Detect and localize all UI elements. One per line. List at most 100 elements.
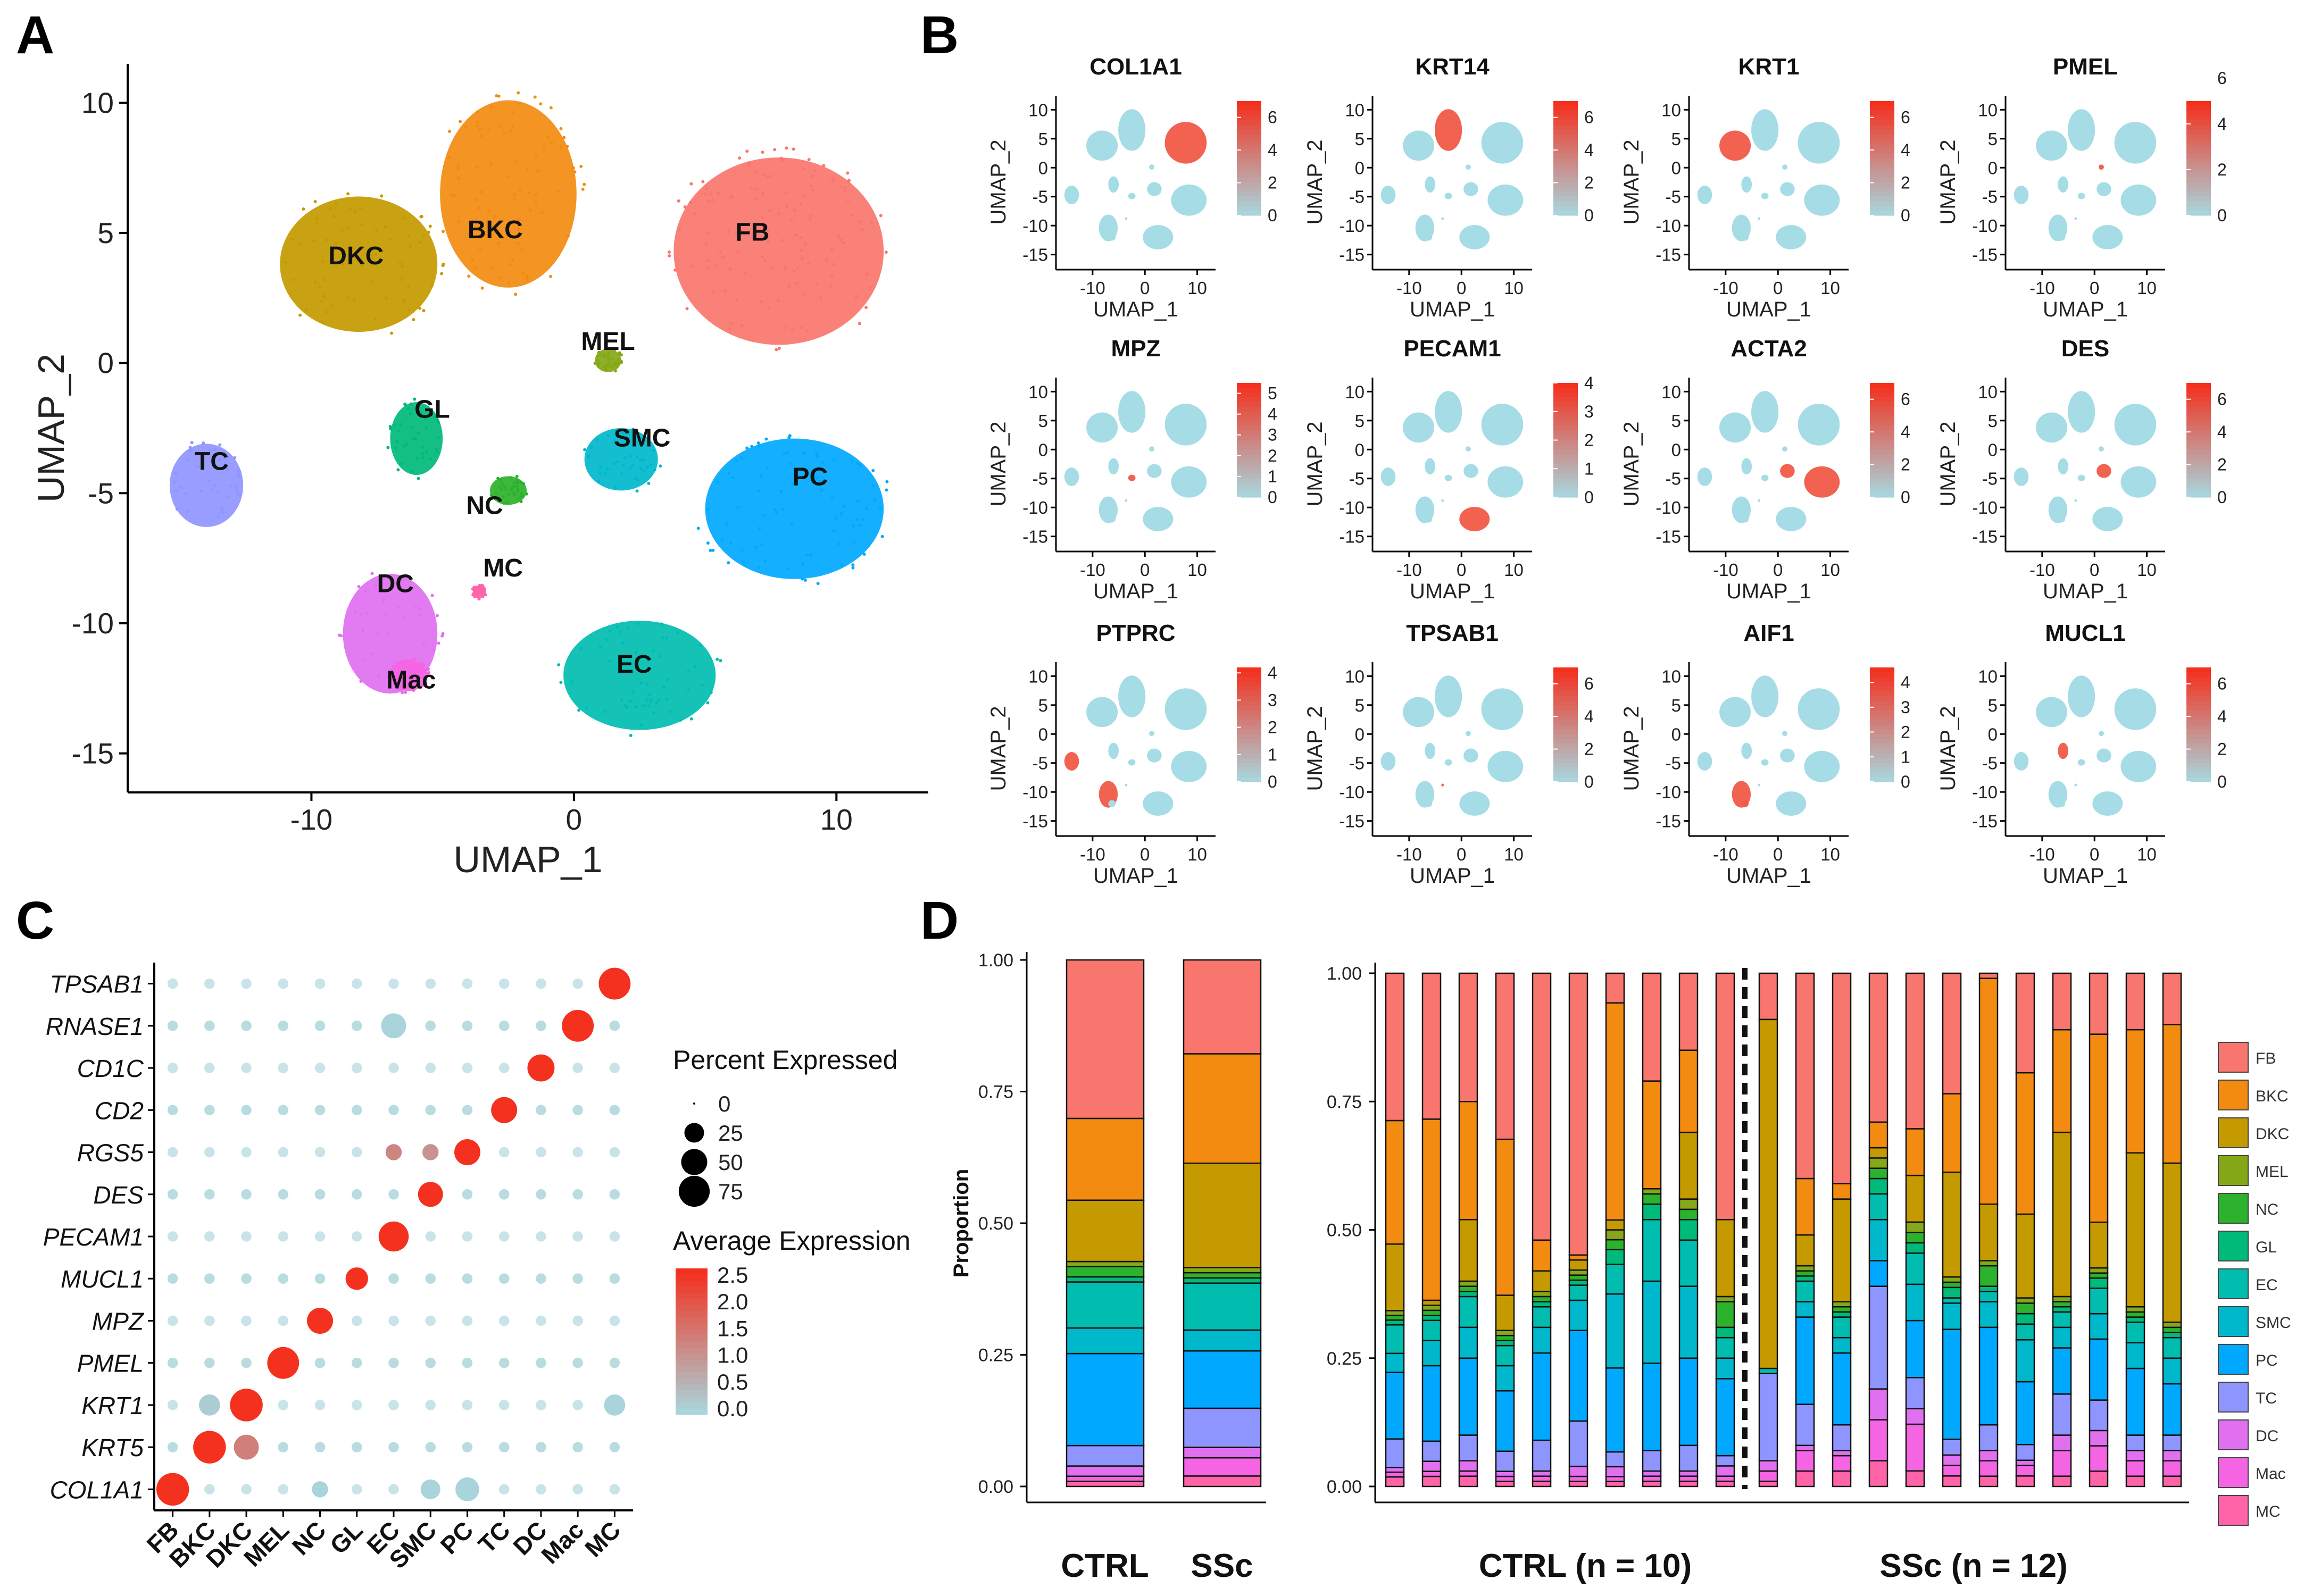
feature-colorbar-label: 4	[2217, 114, 2227, 133]
umap-cell-point	[585, 706, 588, 710]
feature-cluster-shape	[1780, 748, 1795, 763]
dotplot-cell-label: MEL	[238, 1516, 294, 1572]
umap-cell-point	[450, 194, 453, 197]
umap-cell-point	[721, 255, 725, 259]
bar-segment-dc	[1942, 1454, 1962, 1466]
bar-segment-tc	[1715, 1455, 1735, 1467]
feature-colorbar-segment	[1870, 469, 1894, 474]
feature-cluster-shape	[1435, 675, 1462, 717]
umap-cell-point	[556, 189, 560, 193]
feature-cluster-shape	[1108, 458, 1119, 475]
umap-cell-point	[500, 482, 504, 486]
feature-y-tick-label: -15	[1972, 245, 1998, 265]
feature-x-tick-label: -10	[1713, 560, 1738, 580]
umap-cell-point	[704, 242, 708, 246]
umap-cell-point	[709, 690, 713, 694]
dotplot-dot	[536, 1357, 546, 1368]
umap-cell-point	[631, 428, 635, 431]
umap-cluster-label: MEL	[581, 328, 635, 356]
dotplot-dot	[314, 1231, 326, 1242]
feature-colorbar-segment	[1237, 201, 1261, 206]
feature-colorbar-segment	[1870, 387, 1894, 393]
umap-cell-point	[237, 493, 241, 497]
bar-segment-fb	[1066, 959, 1145, 1119]
dotplot-gene-label: CD1C	[77, 1055, 144, 1082]
umap-cell-point	[480, 286, 484, 290]
dotplot-dot	[204, 1147, 215, 1158]
umap-cell-point	[348, 207, 352, 211]
feature-colorbar-segment	[1553, 124, 1578, 130]
feature-y-tick-label: 5	[1038, 129, 1048, 149]
dotplot-colorbar-segment	[676, 1372, 708, 1378]
umap-cell-point	[787, 284, 791, 288]
bar-segment-tc	[1605, 1451, 1625, 1468]
dotplot-dot	[572, 1400, 583, 1410]
umap-cell-point	[613, 369, 617, 373]
umap-cell-point	[302, 207, 305, 211]
feature-cluster-shape	[2074, 217, 2077, 220]
feature-cluster-shape	[1425, 458, 1436, 475]
feature-colorbar-segment	[1237, 753, 1261, 758]
feature-cluster-shape	[2092, 225, 2123, 249]
umap-cell-point	[394, 446, 397, 450]
dotplot-dot	[204, 1105, 215, 1116]
feature-colorbar-segment	[1870, 211, 1894, 216]
umap-cell-point	[884, 250, 888, 254]
umap-cell-point	[456, 164, 460, 168]
umap-cell-point	[476, 120, 479, 124]
umap-cell-point	[398, 686, 402, 689]
feature-colorbar-segment	[1237, 411, 1261, 417]
umap-cell-point	[566, 234, 570, 238]
panel-label-b: B	[920, 5, 959, 65]
pooled-bar-label: SSc	[1191, 1548, 1253, 1584]
feature-colorbar-segment	[1237, 478, 1261, 483]
umap-cell-point	[806, 329, 810, 333]
bar-segment-mac	[2052, 1450, 2072, 1477]
umap-cell-point	[229, 484, 232, 488]
feature-colorbar-segment	[1870, 473, 1894, 479]
feature-cluster-shape	[2099, 164, 2104, 170]
dotplot-dot	[241, 978, 252, 989]
dotplot-dot	[278, 1231, 289, 1242]
umap-cell-point	[360, 264, 364, 268]
bar-segment-pc	[1978, 1326, 1999, 1426]
dotplot-gene-label: MPZ	[92, 1307, 145, 1335]
feature-colorbar-segment	[1237, 110, 1261, 116]
sample-bar-ctrl	[1495, 972, 1515, 1488]
feature-colorbar-segment	[1870, 110, 1894, 116]
umap-cell-point	[405, 442, 409, 446]
feature-y-tick-label: -5	[1349, 187, 1365, 207]
umap-cell-point	[402, 574, 405, 578]
feature-y-tick-label: -15	[1022, 245, 1048, 265]
feature-colorbar-segment	[1553, 153, 1578, 159]
bar-segment-mac	[1905, 1423, 1925, 1472]
feature-cluster-shape	[1149, 731, 1154, 737]
umap-cell-point	[406, 659, 410, 663]
legend-label-pc: PC	[2256, 1352, 2278, 1369]
umap-cell-point	[477, 589, 481, 593]
bar-segment-mac	[2015, 1465, 2035, 1477]
feature-colorbar-segment	[2186, 748, 2211, 754]
feature-colorbar-segment	[1870, 129, 1894, 135]
feature-colorbar-segment	[2186, 134, 2211, 140]
feature-colorbar-segment	[1870, 153, 1894, 159]
umap-cell-point	[880, 534, 884, 538]
feature-cluster-shape	[2058, 458, 2069, 475]
umap-cell-point	[691, 264, 694, 268]
feature-colorbar-segment	[1237, 772, 1261, 778]
umap-cell-point	[521, 494, 525, 498]
feature-colorbar-segment	[1237, 758, 1261, 763]
bar-segment-fb	[1385, 972, 1405, 1122]
bar-segment-tc	[2125, 1434, 2145, 1451]
bar-segment-gl	[2125, 1316, 2145, 1323]
bar-segment-pc	[2015, 1381, 2035, 1445]
umap-cell-point	[557, 663, 561, 667]
feature-cluster-shape	[2036, 130, 2068, 161]
umap-cell-point	[473, 588, 477, 591]
umap-cell-point	[673, 268, 677, 272]
bar-segment-pc	[1642, 1363, 1662, 1451]
umap-cell-point	[507, 281, 511, 285]
feature-colorbar-segment	[1553, 129, 1578, 135]
umap-cell-point	[788, 462, 792, 465]
bar-segment-mc	[2089, 1470, 2109, 1488]
